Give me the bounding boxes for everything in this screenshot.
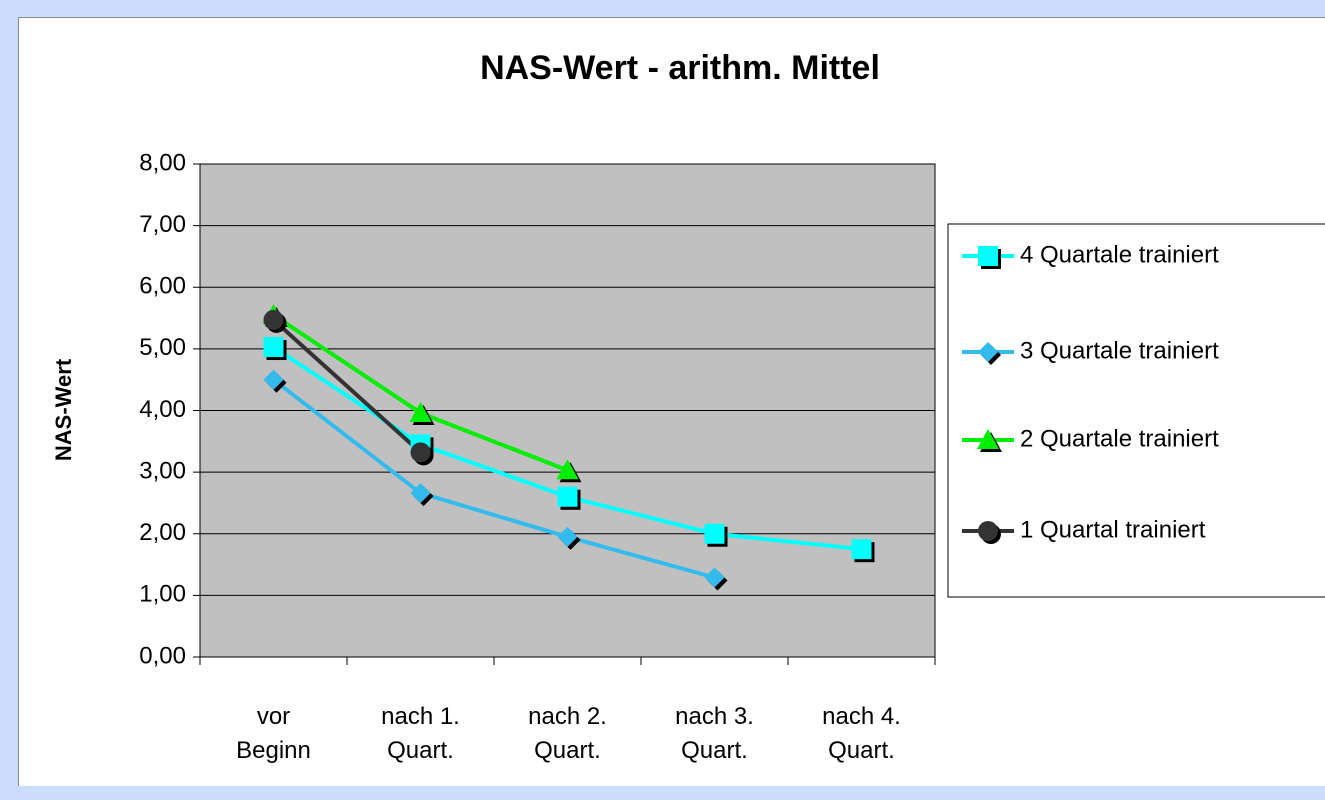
y-tick-label: 8,00 [139, 149, 186, 176]
marker [263, 337, 284, 358]
y-tick-label: 4,00 [139, 396, 186, 423]
y-tick-label: 1,00 [139, 581, 186, 608]
marker [851, 539, 872, 560]
chart-title: NAS-Wert - arithm. Mittel [480, 49, 880, 87]
legend-label: 3 Quartale trainiert [1020, 337, 1219, 364]
marker [704, 567, 725, 588]
y-tick-label: 5,00 [139, 334, 186, 361]
legend-label: 2 Quartale trainiert [1020, 425, 1219, 452]
x-tick-label: nach 3. Quart. [675, 703, 754, 764]
marker [704, 523, 725, 544]
y-tick-label: 6,00 [139, 273, 186, 300]
legend-marker [978, 342, 998, 362]
x-tick-label: nach 2. Quart. [528, 703, 607, 764]
x-tick-label: nach 1. Quart. [381, 703, 460, 764]
y-tick-label: 2,00 [139, 519, 186, 546]
legend-marker [978, 246, 998, 266]
series-line [272, 318, 422, 454]
legend-label: 4 Quartale trainiert [1020, 241, 1219, 268]
y-tick-label: 0,00 [139, 642, 186, 669]
marker [557, 526, 578, 547]
marker [263, 309, 284, 330]
y-tick-label: 3,00 [139, 457, 186, 484]
legend-box [947, 223, 1325, 598]
marker [409, 401, 432, 422]
legend-marker [978, 521, 998, 541]
marker [556, 459, 579, 480]
marker [410, 442, 431, 463]
legend-marker [977, 429, 999, 449]
legend-label: 1 Quartal trainiert [1020, 516, 1206, 543]
marker [263, 369, 284, 390]
marker [557, 486, 578, 507]
series-line [272, 378, 716, 580]
x-tick-label: nach 4. Quart. [822, 703, 901, 764]
marker [410, 483, 431, 504]
y-axis-label: NAS-Wert [51, 358, 76, 461]
x-tick-label: vor Beginn [236, 703, 311, 764]
y-tick-label: 7,00 [139, 211, 186, 238]
